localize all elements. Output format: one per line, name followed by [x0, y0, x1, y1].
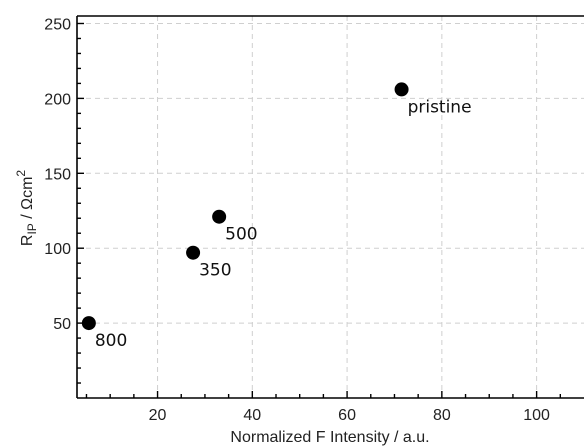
point-label: 350 [199, 261, 231, 281]
x-tick-label: 100 [523, 407, 550, 424]
data-point [81, 316, 96, 331]
y-tick-label: 200 [44, 91, 71, 108]
data-point [186, 245, 201, 260]
x-tick-label: 80 [433, 407, 451, 424]
y-axis-title-main: R [19, 235, 36, 247]
y-axis-title-subscript: IP [25, 223, 39, 234]
data-points [81, 82, 409, 331]
y-tick-label: 250 [44, 16, 71, 33]
ticks: 20 40 60 80 100 50 100 150 200 250 [44, 16, 562, 424]
y-axis-title-superscript: 2 [14, 170, 28, 177]
x-tick-label: 60 [338, 407, 356, 424]
y-axis-title-unit: / Ωcm [19, 177, 36, 224]
point-label: 500 [225, 225, 257, 245]
point-label: pristine [408, 97, 472, 117]
y-axis-title: RIP / Ωcm2 [14, 170, 39, 247]
data-point [212, 209, 227, 224]
x-axis-title: Normalized F Intensity / a.u. [230, 429, 429, 446]
point-labels: pristine 500 350 800 [95, 97, 472, 351]
data-point [394, 82, 409, 97]
y-tick-label: 100 [44, 241, 71, 258]
y-tick-label: 50 [53, 316, 71, 333]
x-tick-label: 40 [243, 407, 261, 424]
x-tick-label: 20 [149, 407, 167, 424]
point-label: 800 [95, 331, 127, 351]
grid-lines [77, 16, 584, 398]
y-tick-label: 150 [44, 166, 71, 183]
axes [76, 15, 584, 399]
